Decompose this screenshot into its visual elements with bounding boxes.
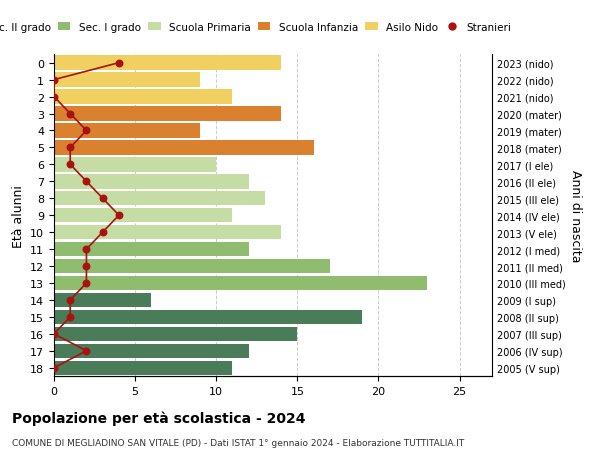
Bar [54,107,281,122]
Text: COMUNE DI MEGLIADINO SAN VITALE (PD) - Dati ISTAT 1° gennaio 2024 - Elaborazione: COMUNE DI MEGLIADINO SAN VITALE (PD) - D… [12,438,464,448]
Legend: Sec. II grado, Sec. I grado, Scuola Primaria, Scuola Infanzia, Asilo Nido, Stran: Sec. II grado, Sec. I grado, Scuola Prim… [0,18,515,37]
Bar [54,293,151,308]
Point [65,161,75,168]
Bar [54,225,281,240]
Point [65,111,75,118]
Point [114,60,124,67]
Bar [54,73,200,88]
Point [65,313,75,321]
Point [49,94,59,101]
Point [49,364,59,372]
Bar [54,310,362,325]
Point [65,145,75,152]
Point [82,246,91,253]
Point [49,330,59,338]
Point [98,195,107,202]
Bar [54,344,248,358]
Bar [54,141,314,155]
Text: Popolazione per età scolastica - 2024: Popolazione per età scolastica - 2024 [12,411,305,425]
Bar [54,158,216,172]
Bar [54,327,298,341]
Bar [54,242,248,257]
Bar [54,276,427,291]
Bar [54,56,281,71]
Point [82,128,91,135]
Bar [54,175,248,189]
Bar [54,192,265,206]
Bar [54,90,232,105]
Point [82,280,91,287]
Point [114,212,124,219]
Point [82,347,91,355]
Y-axis label: Età alunni: Età alunni [11,185,25,247]
Bar [54,208,232,223]
Y-axis label: Anni di nascita: Anni di nascita [569,169,582,262]
Bar [54,361,232,375]
Point [65,297,75,304]
Point [82,263,91,270]
Bar [54,259,330,274]
Bar [54,124,200,138]
Point [98,229,107,236]
Point [82,178,91,185]
Point [49,77,59,84]
